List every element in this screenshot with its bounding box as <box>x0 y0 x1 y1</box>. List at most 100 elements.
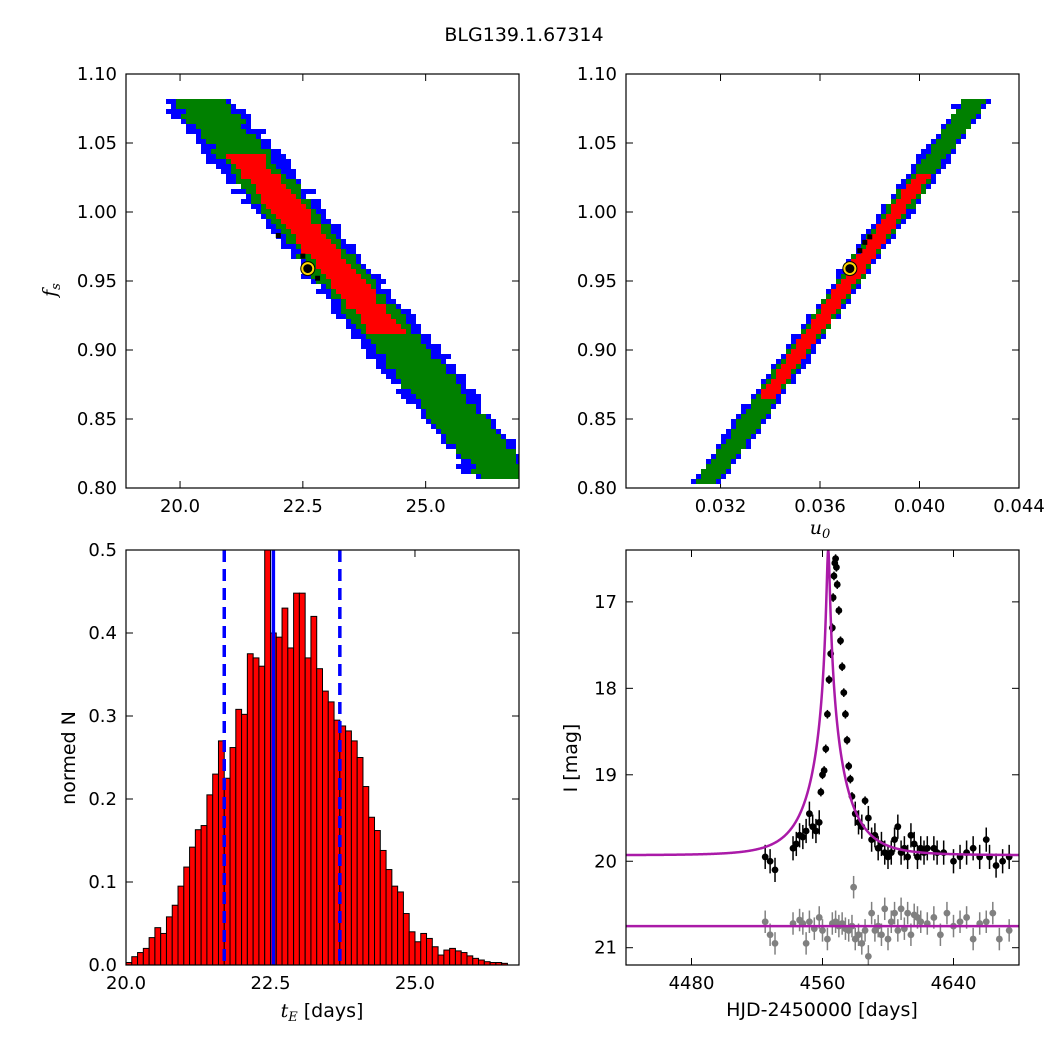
axes-frame <box>125 73 520 489</box>
red-density-cell <box>266 204 306 209</box>
green-density-cell <box>736 424 761 429</box>
residual-point <box>894 927 902 934</box>
residual-point <box>989 909 997 917</box>
residual-point <box>982 918 990 926</box>
red-density-cell <box>866 244 881 249</box>
axes-frame <box>125 549 520 966</box>
green-density-cell <box>396 369 446 374</box>
green-density-cell <box>181 114 241 119</box>
histogram-bar <box>397 891 404 965</box>
data-point <box>829 594 837 601</box>
histogram-bar <box>478 959 485 965</box>
heatmap-cells <box>166 99 519 479</box>
y-tick-label: 0.80 <box>77 478 117 499</box>
red-density-cell <box>871 234 886 239</box>
red-density-cell <box>881 219 896 224</box>
residual-point <box>963 914 970 921</box>
green-density-cell <box>456 449 516 454</box>
green-density-cell <box>936 139 956 144</box>
histogram-bar <box>420 932 428 965</box>
data-point <box>887 849 895 857</box>
y-tick-label: 0.85 <box>577 409 617 430</box>
data-point <box>845 762 853 770</box>
residual-point <box>824 935 831 943</box>
histogram-bar <box>437 954 445 965</box>
histogram-bar <box>443 949 451 965</box>
histogram-bar <box>431 946 439 965</box>
red-density-cell <box>796 339 816 344</box>
x-axis-label: HJD-2450000 [days] <box>726 999 918 1021</box>
red-density-cell <box>326 274 361 279</box>
green-density-cell <box>426 409 476 414</box>
red-density-cell <box>336 289 376 294</box>
residual-point <box>937 931 944 939</box>
histogram-bar <box>287 647 295 965</box>
red-density-cell <box>271 209 311 214</box>
red-density-cell <box>811 319 831 324</box>
red-density-cell <box>796 344 811 349</box>
green-density-cell <box>446 439 506 444</box>
y-tick-label: 0.4 <box>88 623 117 644</box>
x-tick-label: 0.044 <box>993 496 1045 517</box>
green-density-cell <box>176 104 231 109</box>
green-density-cell <box>401 379 456 384</box>
data-point <box>799 833 807 841</box>
y-tick-label: 21 <box>594 938 617 959</box>
red-density-cell <box>876 224 896 229</box>
residual-point <box>917 918 925 926</box>
residual-point <box>861 927 869 934</box>
red-density-cell <box>301 249 341 254</box>
data-point <box>992 862 1000 869</box>
data-point <box>864 814 872 822</box>
green-density-cell <box>476 464 519 469</box>
green-density-cell <box>371 339 421 344</box>
red-density-cell <box>321 269 356 274</box>
histogram-bar <box>160 932 167 965</box>
histogram-bar <box>183 866 191 965</box>
histogram-bar <box>374 830 381 965</box>
y-tick-label: 0.85 <box>77 409 117 430</box>
fs-vs-tE-panel: 20.0 22.5 25.0 1.10 1.05 1.00 0.95 0.90 0.85 0.80… <box>39 64 520 517</box>
red-density-cell <box>776 374 791 379</box>
residual-point <box>891 909 898 917</box>
data-point <box>766 857 774 865</box>
green-density-cell <box>441 429 496 434</box>
histogram-bar <box>356 757 364 965</box>
residual-point <box>904 909 912 917</box>
data-point <box>914 853 921 861</box>
black-density-cell <box>315 275 321 281</box>
black-density-cell <box>300 253 306 259</box>
red-density-cell <box>296 239 331 244</box>
red-density-cell <box>911 179 926 184</box>
residual-point <box>956 918 964 926</box>
residual-point <box>969 935 977 943</box>
red-density-cell <box>821 309 836 314</box>
red-density-cell <box>281 219 311 224</box>
x-tick-label: 20.0 <box>106 973 146 994</box>
green-density-cell <box>196 124 241 129</box>
histogram-bar <box>350 740 358 965</box>
red-density-cell <box>256 189 291 194</box>
y-tick-label: 17 <box>594 592 617 613</box>
green-density-cell <box>696 479 716 484</box>
histogram-bar <box>171 904 179 965</box>
histogram-bar <box>466 955 474 965</box>
green-density-cell <box>416 394 466 399</box>
y-axis-label: normed N <box>58 711 80 805</box>
data-point <box>771 866 779 874</box>
residual-point <box>766 931 774 939</box>
red-density-cell <box>791 349 806 354</box>
red-density-cell <box>861 249 876 254</box>
data-point <box>792 840 800 848</box>
residual-point <box>855 931 862 939</box>
figure-title: BLG139.1.67314 <box>444 24 603 46</box>
histogram-bar <box>165 916 173 965</box>
data-point <box>802 827 810 835</box>
data-point <box>843 736 851 744</box>
histogram-bar <box>264 550 271 965</box>
model-curve <box>626 550 1019 857</box>
data-point <box>891 836 898 844</box>
data-point <box>923 844 931 852</box>
y-tick-label: 0.80 <box>577 478 617 499</box>
